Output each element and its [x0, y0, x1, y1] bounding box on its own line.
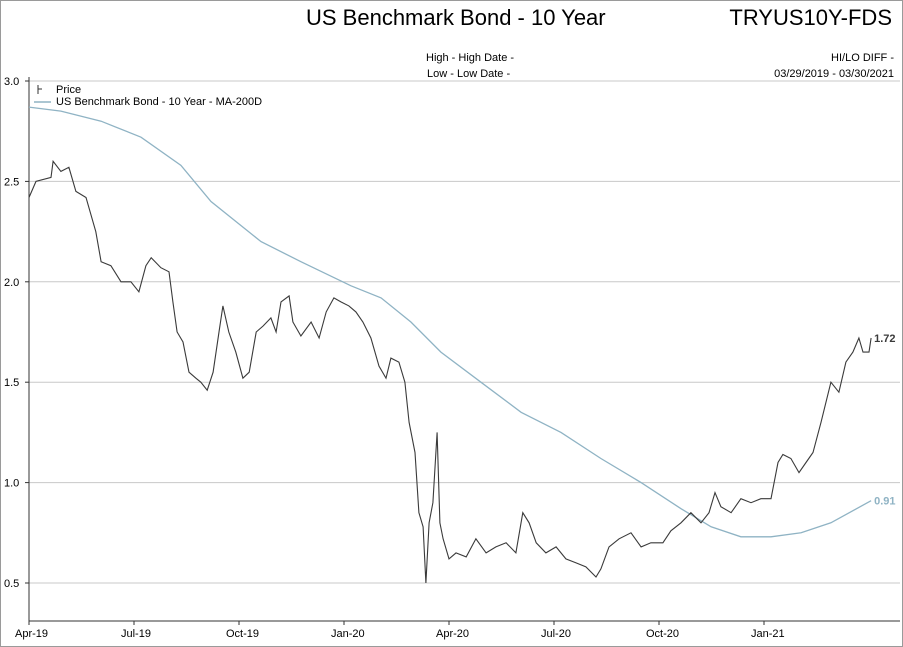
x-tick-label: Oct-20	[646, 628, 679, 640]
low-label: Low - Low Date -	[427, 68, 511, 80]
y-tick-label: 0.5	[4, 578, 19, 590]
price-line	[28, 159, 872, 584]
chart-title: US Benchmark Bond - 10 Year	[306, 5, 606, 30]
legend-price: Price	[56, 84, 81, 96]
price-last-value-label: 1.72	[874, 333, 895, 345]
y-tick-label: 1.0	[4, 478, 19, 490]
ticker-symbol: TRYUS10Y-FDS	[729, 5, 892, 30]
legend: Price US Benchmark Bond - 10 Year - MA-2…	[34, 84, 262, 108]
legend-ma: US Benchmark Bond - 10 Year - MA-200D	[56, 96, 262, 108]
x-tick-label: Oct-19	[226, 628, 259, 640]
x-tick-label: Jan-21	[751, 628, 785, 640]
y-tick-label: 3.0	[4, 76, 19, 88]
ma-200d-line	[28, 106, 872, 538]
y-tick-label: 1.5	[4, 377, 19, 389]
ma-last-value-label: 0.91	[874, 496, 895, 508]
x-tick-label: Apr-19	[15, 628, 48, 640]
high-label: High - High Date -	[426, 52, 515, 64]
y-tick-label: 2.0	[4, 277, 19, 289]
y-tick-label: 2.5	[4, 176, 19, 188]
x-tick-label: Jul-20	[541, 628, 571, 640]
x-tick-label: Jul-19	[121, 628, 151, 640]
hilo-diff-label: HI/LO DIFF -	[831, 52, 894, 64]
x-tick-label: Apr-20	[436, 628, 469, 640]
x-tick-label: Jan-20	[331, 628, 365, 640]
date-range-label: 03/29/2019 - 03/30/2021	[774, 68, 894, 80]
